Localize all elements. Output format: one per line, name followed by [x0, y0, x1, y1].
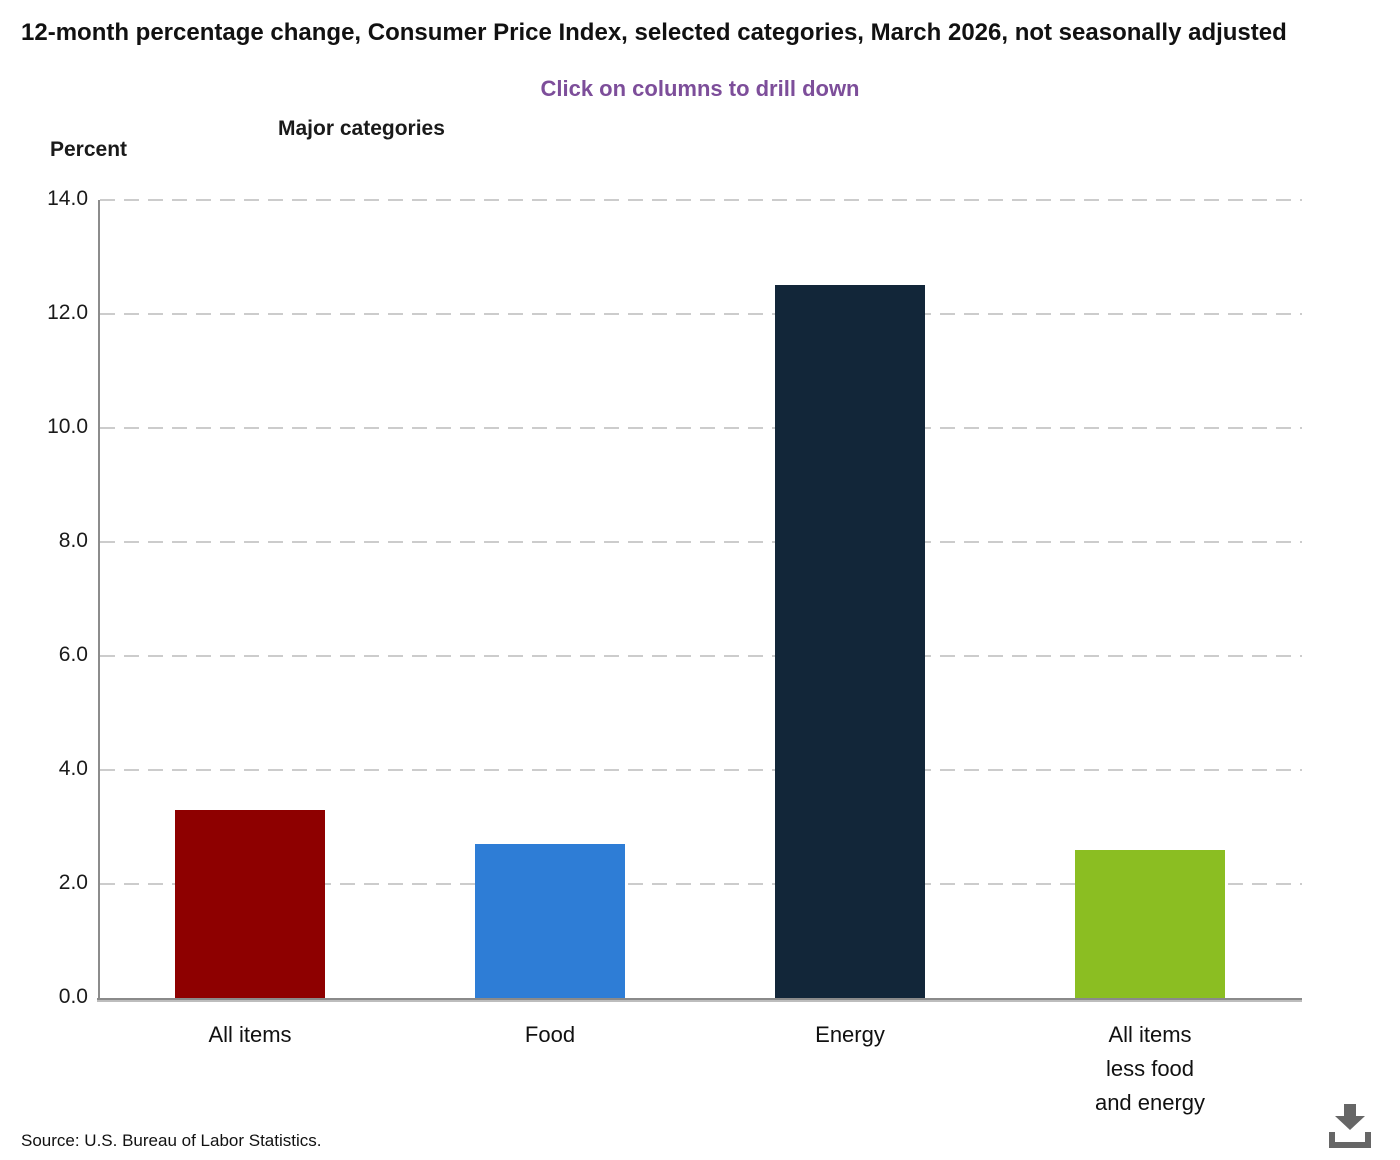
- chart-title: 12-month percentage change, Consumer Pri…: [21, 19, 1287, 46]
- y-tick-label: 8.0: [58, 529, 88, 552]
- x-category-label: Food: [524, 1022, 576, 1047]
- source-note: Source: U.S. Bureau of Labor Statistics.: [21, 1131, 322, 1150]
- drilldown-hint: Click on columns to drill down: [540, 76, 860, 101]
- gridline-12.0: [100, 313, 1302, 315]
- y-tick-label: 12.0: [47, 301, 88, 324]
- bar-all-items-less-food-and-energy[interactable]: [1075, 850, 1225, 998]
- x-axis-title: Major categories: [278, 117, 445, 140]
- gridline-8.0: [100, 541, 1302, 543]
- y-tick-label: 4.0: [58, 757, 88, 780]
- gridline-2.0: [100, 883, 1302, 885]
- gridline-4.0: [100, 769, 1302, 771]
- bar-all-items[interactable]: [175, 810, 325, 998]
- download-icon: [1329, 1104, 1371, 1148]
- y-tick-label: 6.0: [58, 643, 88, 666]
- y-tick-label: 10.0: [47, 415, 88, 438]
- y-tick-label: 0.0: [58, 985, 88, 1008]
- bar-food[interactable]: [475, 844, 625, 998]
- gridline-14.0: [100, 199, 1302, 201]
- y-tick-label: 14.0: [47, 187, 88, 210]
- x-axis-baseline: [97, 998, 1302, 1002]
- gridline-10.0: [100, 427, 1302, 429]
- x-category-label: All items: [208, 1022, 292, 1047]
- x-category-label: All items less food and energy: [1094, 1022, 1206, 1115]
- x-category-label: Energy: [815, 1022, 885, 1047]
- gridline-6.0: [100, 655, 1302, 657]
- bar-energy[interactable]: [775, 285, 925, 998]
- y-tick-label: 2.0: [58, 871, 88, 894]
- y-axis-line: [98, 200, 100, 1000]
- y-axis-title: Percent: [50, 138, 128, 161]
- download-chart-button[interactable]: [1324, 1100, 1376, 1152]
